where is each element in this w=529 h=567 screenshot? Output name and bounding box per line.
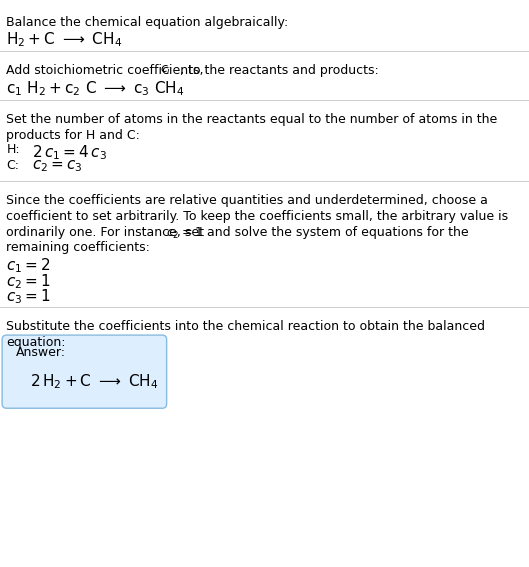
Text: $c_2 = c_3$: $c_2 = c_3$	[32, 159, 83, 175]
Text: $c_1 = 2$: $c_1 = 2$	[6, 256, 51, 275]
Text: $2\,c_1 = 4\,c_3$: $2\,c_1 = 4\,c_3$	[32, 143, 107, 162]
FancyBboxPatch shape	[2, 335, 167, 408]
Text: H:: H:	[6, 143, 20, 156]
Text: Set the number of atoms in the reactants equal to the number of atoms in the: Set the number of atoms in the reactants…	[6, 113, 498, 126]
Text: products for H and C:: products for H and C:	[6, 129, 140, 142]
Text: $\mathrm{c_1\ H_2 + c_2\ C\ \longrightarrow\ c_3\ CH_4}$: $\mathrm{c_1\ H_2 + c_2\ C\ \longrightar…	[6, 79, 185, 98]
Text: C:: C:	[6, 159, 20, 172]
Text: $\mathrm{H_2 + C\ \longrightarrow\ CH_4}$: $\mathrm{H_2 + C\ \longrightarrow\ CH_4}…	[6, 30, 123, 49]
Text: $c_2 = 1$: $c_2 = 1$	[6, 272, 51, 291]
Text: remaining coefficients:: remaining coefficients:	[6, 241, 150, 254]
Text: Substitute the coefficients into the chemical reaction to obtain the balanced: Substitute the coefficients into the che…	[6, 320, 485, 333]
Text: Answer:: Answer:	[16, 346, 66, 359]
Text: coefficient to set arbitrarily. To keep the coefficients small, the arbitrary va: coefficient to set arbitrarily. To keep …	[6, 210, 508, 223]
Text: $\mathrm{2\,H_2 + C\ \longrightarrow\ CH_4}$: $\mathrm{2\,H_2 + C\ \longrightarrow\ CH…	[30, 373, 159, 391]
Text: and solve the system of equations for the: and solve the system of equations for th…	[203, 226, 468, 239]
Text: Since the coefficients are relative quantities and underdetermined, choose a: Since the coefficients are relative quan…	[6, 194, 488, 207]
Text: equation:: equation:	[6, 336, 66, 349]
Text: Balance the chemical equation algebraically:: Balance the chemical equation algebraica…	[6, 16, 289, 29]
Text: $c_3 = 1$: $c_3 = 1$	[6, 287, 51, 306]
Text: ordinarily one. For instance, set: ordinarily one. For instance, set	[6, 226, 208, 239]
Text: $c_2 = 1$: $c_2 = 1$	[166, 226, 203, 241]
Text: $c_i$: $c_i$	[160, 64, 171, 77]
Text: Add stoichiometric coefficients,: Add stoichiometric coefficients,	[6, 64, 208, 77]
Text: , to the reactants and products:: , to the reactants and products:	[180, 64, 379, 77]
